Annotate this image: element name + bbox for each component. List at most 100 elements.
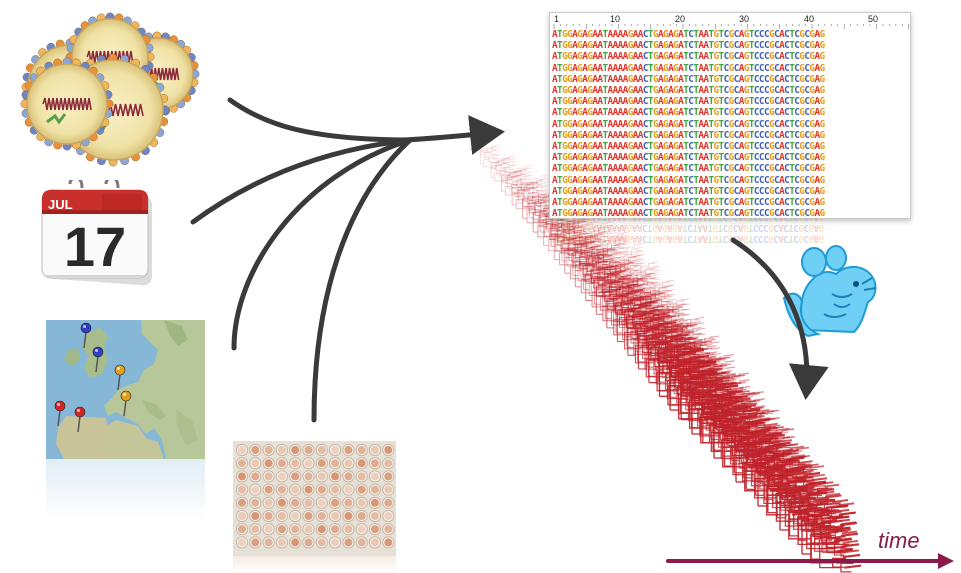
phylogenetic-tree-icon bbox=[594, 221, 614, 244]
phylogenetic-tree-icon bbox=[619, 255, 643, 283]
alignment-row: ATGGAGAGAATAAAAGAACTGAGAGATCTAATGTCGCAGT… bbox=[552, 107, 825, 119]
alignment-row: ATGGAGAGAATAAAAGAACTGAGAGATCTAATGTCGCAGT… bbox=[552, 152, 825, 164]
plate-well bbox=[262, 509, 275, 523]
phylogenetic-tree-icon bbox=[563, 220, 588, 251]
phylogenetic-tree-icon bbox=[662, 303, 690, 336]
plate-well bbox=[315, 496, 328, 509]
phylogenetic-tree-icon bbox=[652, 308, 683, 345]
alignment-row: ATGGAGAGAATAAAAGAACTGAGAGATCTAATGTCGCAGT… bbox=[552, 40, 825, 52]
alignment-rows: ATGGAGAGAATAAAAGAACTGAGAGATCTAATGTCGCAGT… bbox=[552, 29, 825, 219]
plate-well bbox=[249, 536, 262, 549]
phylogenetic-tree-icon bbox=[610, 232, 630, 255]
arrow-plate bbox=[311, 137, 413, 423]
phylogenetic-tree-icon bbox=[550, 220, 579, 255]
alignment-row: ATGGAGAGAATAAAAGAACTGAGAGATCTAATGTCGCAGT… bbox=[552, 197, 825, 209]
plate-well bbox=[368, 443, 382, 457]
map-pin-icon bbox=[54, 400, 66, 427]
plate-well bbox=[329, 470, 342, 483]
alignment-row: ATGGAGAGAATAAAAGAACTGAGAGATCTAATGTCGCAGT… bbox=[552, 141, 825, 153]
phylogenetic-tree-icon bbox=[653, 279, 677, 308]
plate-well bbox=[368, 496, 382, 509]
phylogenetic-tree-icon bbox=[561, 232, 592, 269]
ruler-label: 10 bbox=[610, 14, 621, 24]
plate-well bbox=[368, 536, 382, 549]
plate-well bbox=[315, 509, 328, 523]
virus-particle bbox=[20, 57, 114, 151]
calendar-month: JUL bbox=[48, 197, 73, 212]
phylogenetic-tree-icon bbox=[688, 338, 719, 375]
arrow-to-trees bbox=[730, 237, 829, 400]
phylogenetic-tree-icon bbox=[613, 224, 631, 245]
phylogenetic-tree-icon bbox=[597, 263, 628, 300]
plate-well bbox=[302, 496, 315, 509]
phylogenetic-tree-icon bbox=[634, 293, 665, 330]
alignment-ruler: 1 10 20 30 40 50 bbox=[550, 13, 910, 31]
arrow-to-alignment bbox=[402, 115, 505, 155]
alignment-row: ATGGAGAGAATAAAAGAACTGAGAGATCTAATGTCGCAGT… bbox=[552, 85, 825, 97]
alignment-row: ATGGAGAGAATAAAAGAACTGAGAGATCTAATGTCGCAGT… bbox=[552, 51, 825, 63]
plate-well bbox=[235, 483, 249, 496]
phylogenetic-tree-icon bbox=[518, 182, 541, 210]
plate-well bbox=[342, 470, 355, 483]
plate-well bbox=[289, 457, 302, 470]
plate-well bbox=[235, 496, 249, 509]
phylogenetic-tree-icon bbox=[574, 234, 602, 267]
phylogenetic-tree-icon bbox=[616, 278, 647, 315]
calendar-day: 17 bbox=[63, 215, 127, 278]
virus-particles-icon bbox=[20, 12, 200, 167]
alignment-row: ATGGAGAGAATAAAAGAACTGAGAGATCTAATGTCGCAGT… bbox=[552, 185, 825, 197]
map-reflection bbox=[46, 459, 205, 519]
alignment-row: ATGGAGAGAATAAAAGAACTGAGAGATCTAATGTCGCAGT… bbox=[552, 62, 825, 74]
alignment-row: ATGGAGAGAATAAAAGAACTGAGAGATCTAATGTCGCAGT… bbox=[552, 73, 825, 85]
phylogenetic-tree-icon bbox=[622, 277, 651, 312]
plate-well bbox=[382, 523, 395, 536]
plate-well bbox=[275, 443, 289, 457]
plate-well bbox=[275, 536, 289, 549]
phylogenetic-tree-icon bbox=[507, 169, 528, 195]
plate-well bbox=[382, 457, 395, 470]
phylogenetic-tree-icon bbox=[523, 181, 545, 206]
plate-well bbox=[249, 470, 262, 483]
phylogenetic-tree-icon bbox=[511, 181, 537, 212]
phylogenetic-tree-icon bbox=[501, 169, 524, 198]
plate-well bbox=[289, 523, 302, 536]
plate-well bbox=[289, 509, 302, 523]
phylogenetic-tree-icon bbox=[592, 248, 619, 281]
phylogenetic-tree-icon bbox=[680, 316, 707, 349]
phylogenetic-tree-icon bbox=[649, 285, 675, 315]
plate-well bbox=[368, 483, 382, 496]
phylogenetic-tree-icon bbox=[579, 247, 610, 284]
plate-well bbox=[368, 457, 382, 470]
phylogenetic-tree-icon bbox=[615, 259, 640, 290]
plate-well bbox=[382, 470, 395, 483]
plate-well bbox=[302, 443, 315, 457]
plate-well bbox=[329, 483, 342, 496]
phylogenetic-tree-icon bbox=[813, 502, 859, 557]
plate-reflection bbox=[233, 556, 396, 573]
ruler-label: 40 bbox=[804, 14, 815, 24]
plate-well bbox=[262, 536, 275, 549]
plate-well bbox=[275, 496, 289, 509]
map-pins bbox=[54, 322, 132, 433]
phylogenetic-tree-icon bbox=[568, 234, 597, 269]
plate-well bbox=[382, 496, 395, 509]
phylogenetic-tree-icon bbox=[627, 293, 660, 332]
alignment-row: ATGGAGAGAATAAAAGAACTGAGAGATCTAATGTCGCAGT… bbox=[552, 208, 825, 219]
plate-well bbox=[368, 470, 382, 483]
phylogenetic-tree-icon bbox=[597, 246, 623, 277]
phylogenetic-tree-icon bbox=[800, 483, 844, 536]
alignment-row: ATGGAGAGAATAAAAGAACTGAGAGATCTAATGTCGCAGT… bbox=[552, 174, 825, 186]
alignment-row: ATGGAGAGAATAAAAGAACTGAGAGATCTAATGTCGCAGT… bbox=[552, 129, 825, 141]
plate-well bbox=[275, 457, 289, 470]
phylogenetic-tree-icon bbox=[707, 354, 738, 391]
phylogenetic-tree-icon bbox=[590, 226, 612, 252]
map-pin-icon bbox=[114, 364, 126, 391]
plate-well bbox=[235, 523, 249, 536]
plate-well bbox=[249, 457, 262, 470]
plate-well bbox=[289, 443, 302, 457]
plate-well bbox=[315, 536, 328, 549]
phylogenetic-tree-icon bbox=[529, 178, 548, 201]
ruler-label: 20 bbox=[675, 14, 686, 24]
ruler-label: 1 bbox=[554, 14, 560, 24]
